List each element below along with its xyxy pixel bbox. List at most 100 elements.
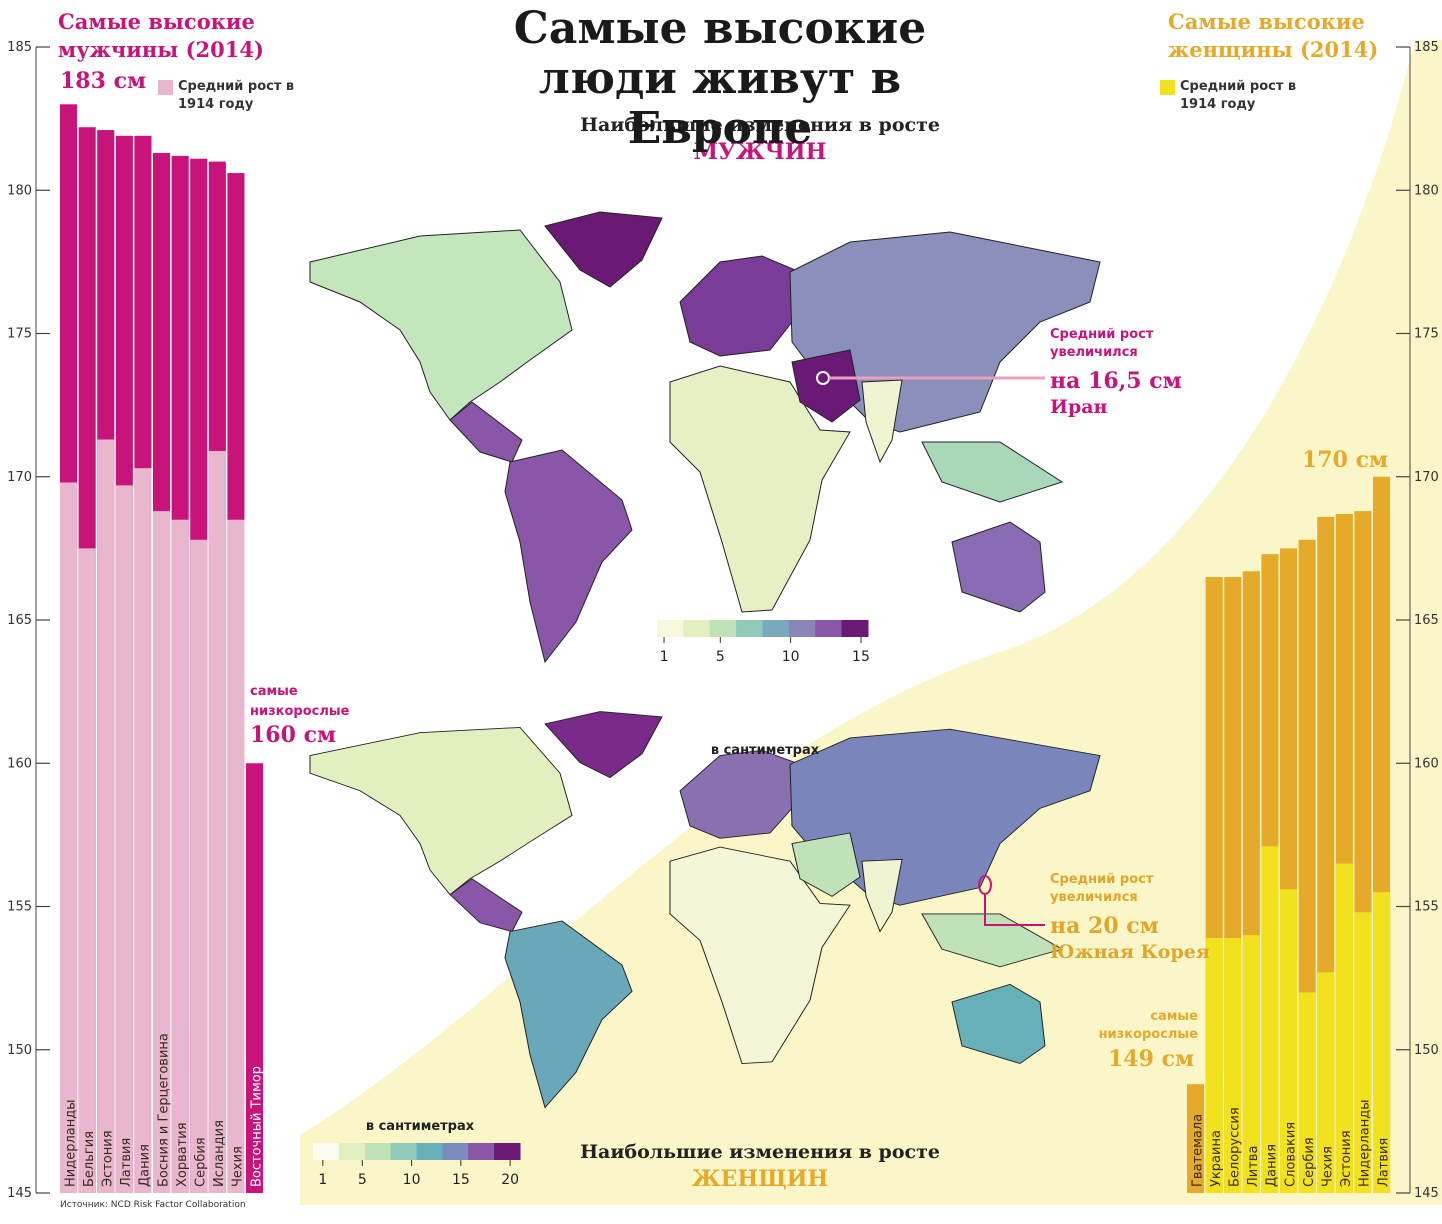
- category-label: Эстония: [1339, 1130, 1354, 1187]
- bar-2014: [1187, 1084, 1205, 1193]
- y-tick-label: 170: [7, 470, 32, 485]
- map-subtitle: Наибольшие изменения в росте: [580, 1141, 940, 1163]
- bar-1914: [190, 539, 208, 1193]
- category-label: Украина: [1209, 1130, 1224, 1187]
- category-label: Сербия: [1302, 1137, 1317, 1187]
- y-tick-label: 175: [1414, 327, 1439, 342]
- callout-line: [984, 894, 1045, 926]
- category-label: Белоруссия: [1228, 1107, 1243, 1187]
- scale-swatch: [468, 1143, 495, 1160]
- top-label: 170 см: [1302, 447, 1389, 473]
- scale-swatch: [762, 620, 790, 637]
- bar-1914: [115, 485, 133, 1194]
- callout-text: увеличился: [1050, 345, 1138, 360]
- category-label: Хорватия: [175, 1122, 190, 1187]
- callout-text: Средний рост: [1050, 872, 1154, 887]
- scale-swatch: [416, 1143, 443, 1160]
- y-tick-label: 160: [1414, 756, 1439, 771]
- callout-country: Южная Корея: [1050, 941, 1210, 963]
- bar-2014: [246, 763, 264, 1193]
- category-label: Латвия: [119, 1138, 134, 1187]
- chart-title: Самые высокие мужчины (2014): [58, 9, 264, 62]
- y-tick-label: 160: [7, 756, 32, 771]
- scale-swatch: [709, 620, 737, 637]
- scale-swatch: [683, 620, 711, 637]
- bar-1914: [78, 548, 96, 1193]
- category-label: Гватемала: [1190, 1114, 1205, 1187]
- y-tick-label: 180: [1414, 183, 1439, 198]
- background-shape: [300, 40, 1442, 1205]
- legend-swatch: [1160, 80, 1175, 95]
- y-tick-label: 170: [1414, 470, 1439, 485]
- bar-1914: [1205, 938, 1223, 1193]
- bar-1914: [153, 511, 171, 1193]
- map-group: МУЖЧИН: [694, 139, 827, 165]
- callout-value: на 20 см: [1050, 913, 1159, 939]
- y-tick-label: 155: [1414, 900, 1439, 915]
- annotation-value: 160 см: [250, 722, 337, 748]
- y-tick-label: 150: [7, 1043, 32, 1058]
- bar-1914: [134, 468, 152, 1193]
- legend-label: Средний рост в 1914 году: [1180, 79, 1297, 112]
- y-tick-label: 155: [7, 900, 32, 915]
- main-title: Самые высокие люди живут в Европе: [513, 3, 927, 154]
- y-tick-label: 185: [1414, 40, 1439, 55]
- scale-title: в сантиметрах: [711, 743, 820, 758]
- category-label: Дания: [1265, 1144, 1280, 1187]
- bar-1914: [227, 519, 245, 1193]
- category-label: Нидерланды: [63, 1100, 78, 1188]
- category-label: Латвия: [1376, 1138, 1391, 1187]
- scale-swatch: [494, 1143, 521, 1160]
- chart-title: Самые высокие женщины (2014): [1168, 9, 1379, 62]
- scale-swatch: [390, 1143, 417, 1160]
- world-map-men: [309, 211, 1101, 663]
- scale-tick-label: 10: [403, 1172, 421, 1188]
- bar-1914: [1317, 972, 1335, 1193]
- category-label: Бельгия: [82, 1131, 97, 1187]
- category-label: Босния и Герцеговина: [156, 1033, 171, 1187]
- scale-tick-label: 10: [782, 649, 800, 665]
- callout-value: на 16,5 см: [1050, 368, 1182, 394]
- scale-swatch: [841, 620, 869, 637]
- scale-tick-label: 5: [358, 1172, 367, 1188]
- bar-1914: [97, 439, 115, 1193]
- legend-label: Средний рост в 1914 году: [178, 79, 295, 112]
- callout-country: Иран: [1050, 396, 1108, 418]
- y-tick-label: 145: [7, 1186, 32, 1201]
- bar-1914: [60, 482, 78, 1194]
- y-tick-label: 180: [7, 183, 32, 198]
- category-label: Эстония: [101, 1130, 116, 1187]
- y-tick-label: 145: [1414, 1186, 1439, 1201]
- scale-swatch: [364, 1143, 392, 1160]
- scale-swatch: [657, 620, 684, 637]
- source: Источник: NCD Risk Factor Collaboration: [60, 1200, 246, 1210]
- annotation-value: 149 см: [1108, 1046, 1195, 1072]
- scale-swatch: [736, 620, 763, 637]
- category-label: Восточный Тимор: [249, 1066, 264, 1187]
- scale-tick-label: 1: [660, 649, 669, 665]
- y-tick-label: 150: [1414, 1043, 1439, 1058]
- map-subtitle: Наибольшие изменения в росте: [580, 114, 940, 136]
- bar-1914: [1298, 992, 1316, 1193]
- map-group: ЖЕНЩИН: [692, 1166, 828, 1192]
- y-tick-label: 175: [7, 327, 32, 342]
- scale-tick-label: 20: [501, 1172, 519, 1188]
- category-label: Нидерланды: [1358, 1100, 1373, 1188]
- y-tick-label: 165: [7, 613, 32, 628]
- category-label: Сербия: [194, 1137, 209, 1187]
- y-tick-label: 185: [7, 40, 32, 55]
- bar-1914: [171, 519, 189, 1193]
- category-label: Словакия: [1283, 1122, 1298, 1187]
- bar-1914: [1224, 938, 1242, 1193]
- bar-1914: [1280, 889, 1298, 1193]
- scale-swatch: [788, 620, 816, 637]
- bar-1914: [208, 450, 226, 1194]
- category-label: Дания: [138, 1144, 153, 1187]
- scale-tick-label: 1: [318, 1172, 327, 1188]
- bar-1914: [1373, 892, 1391, 1193]
- scale-tick-label: 5: [716, 649, 725, 665]
- top-label: 183 см: [60, 68, 147, 94]
- annotation: самые низкорослые: [250, 684, 350, 719]
